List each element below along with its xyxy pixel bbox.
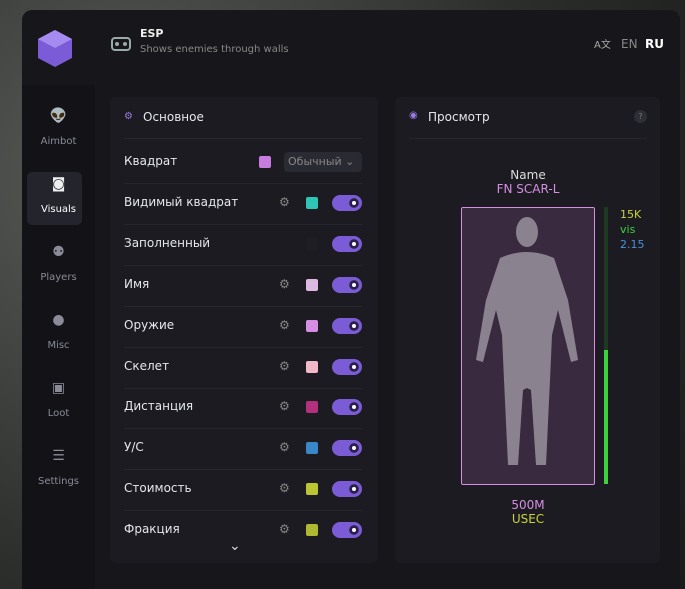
row-label: Скелет	[124, 358, 170, 373]
sidebar	[22, 85, 95, 589]
row-label: Заполненный	[124, 235, 211, 250]
separator	[409, 138, 647, 139]
row-label: Квадрат	[124, 154, 178, 168]
panel-title: Основное	[143, 110, 204, 124]
sidebar-label[interactable]: Players	[40, 272, 77, 283]
toggle-knob	[349, 279, 359, 290]
separator	[124, 428, 362, 430]
toggle-knob	[349, 525, 359, 536]
row-label: Видимый квадрат	[124, 194, 239, 209]
preview-name: Name	[510, 168, 546, 182]
preview-weapon: FN SCAR-L	[496, 182, 560, 196]
toggle-knob	[349, 197, 359, 208]
sidebar-label[interactable]: Aimbot	[40, 136, 77, 147]
preview-title: Просмотр	[428, 110, 490, 124]
separator	[124, 510, 362, 512]
preview-vis: vis	[620, 223, 636, 236]
color-swatch[interactable]	[259, 156, 271, 168]
color-swatch[interactable]	[306, 360, 318, 373]
header-title: ESP	[140, 27, 164, 40]
row-settings[interactable]: ⚙	[279, 522, 290, 537]
header-subtitle: Shows enemies through walls	[140, 44, 289, 55]
separator	[124, 264, 362, 266]
toggle[interactable]	[332, 235, 362, 252]
row-label: Имя	[124, 276, 150, 291]
row-settings[interactable]: ⚙	[279, 317, 290, 332]
toggle[interactable]	[332, 317, 362, 334]
color-swatch[interactable]	[306, 401, 318, 414]
toggle-knob	[349, 238, 359, 249]
toggle[interactable]	[332, 522, 362, 539]
body-model	[476, 217, 578, 465]
gear-icon: ⚙	[124, 111, 133, 122]
color-swatch[interactable]	[306, 319, 318, 332]
eye-icon: ◉	[409, 110, 418, 121]
toggle-knob	[349, 361, 359, 372]
vr-icon	[111, 37, 131, 51]
preview-faction: USEC	[511, 512, 545, 526]
separator	[124, 387, 362, 389]
separator	[124, 469, 362, 471]
color-swatch[interactable]	[306, 524, 318, 537]
sidebar-icon: ●	[52, 312, 65, 328]
row-settings[interactable]: ⚙	[279, 276, 290, 291]
health-bar	[604, 350, 608, 484]
toggle-knob	[349, 484, 359, 495]
dropdown-value: Обычный	[288, 155, 342, 168]
color-swatch[interactable]	[306, 196, 318, 209]
sidebar-icon: ☰	[52, 448, 65, 464]
language-icon: A文	[594, 40, 611, 51]
row-label: Фракция	[124, 522, 180, 537]
separator	[124, 223, 362, 225]
sidebar-label[interactable]: Loot	[47, 408, 70, 419]
toggle[interactable]	[332, 440, 362, 457]
toggle[interactable]	[332, 276, 362, 293]
row-settings[interactable]: ⚙	[279, 440, 290, 455]
preview-value: 15K	[620, 208, 642, 221]
sidebar-icon: 👽	[49, 108, 68, 124]
sidebar-label[interactable]: Visuals	[40, 204, 77, 215]
color-swatch[interactable]	[306, 442, 318, 455]
toggle-knob	[349, 320, 359, 331]
sidebar-icon: ◙	[51, 176, 66, 192]
row-label: У/С	[124, 440, 144, 455]
toggle[interactable]	[332, 481, 362, 498]
toggle-knob	[349, 443, 359, 454]
preview-kd: 2.15	[620, 238, 645, 251]
row-settings[interactable]: ⚙	[279, 194, 290, 209]
help-icon[interactable]: ?	[634, 110, 647, 123]
lang-ru[interactable]: RU	[645, 37, 664, 51]
sidebar-label[interactable]: Settings	[37, 476, 79, 487]
dropdown[interactable]: Обычный ⌄	[284, 152, 362, 172]
row-label: Оружие	[124, 317, 175, 332]
scroll-down[interactable]: ⌄	[229, 538, 241, 554]
toggle[interactable]	[332, 399, 362, 416]
health-track	[604, 207, 608, 484]
sidebar-icon: ▣	[51, 380, 66, 396]
row-settings[interactable]: ⚙	[279, 358, 290, 373]
row-label: Дистанция	[124, 399, 194, 414]
separator	[124, 346, 362, 348]
lang-en[interactable]: EN	[621, 37, 638, 51]
separator	[124, 305, 362, 307]
separator	[124, 138, 362, 139]
toggle[interactable]	[332, 358, 362, 375]
logo	[38, 30, 72, 67]
row-settings[interactable]: ⚙	[279, 481, 290, 496]
toggle[interactable]	[332, 194, 362, 211]
row-label: Стоимость	[124, 481, 192, 496]
preview-distance: 500M	[511, 498, 545, 512]
separator	[124, 183, 362, 184]
selected-tab	[27, 172, 82, 225]
color-swatch[interactable]	[306, 278, 318, 291]
sidebar-icon: ⚉	[52, 244, 65, 260]
row-settings[interactable]: ⚙	[279, 399, 290, 414]
color-swatch[interactable]	[306, 483, 318, 496]
sidebar-label[interactable]: Misc	[47, 340, 70, 351]
color-swatch[interactable]	[306, 237, 318, 250]
toggle-knob	[349, 402, 359, 413]
